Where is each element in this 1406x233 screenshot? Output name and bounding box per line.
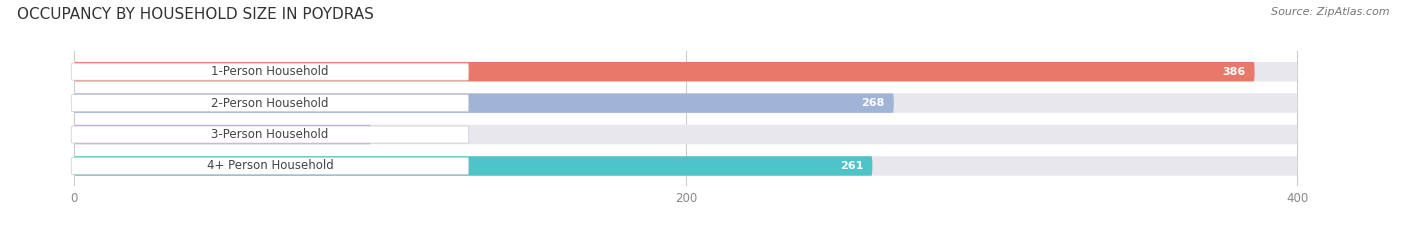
- FancyBboxPatch shape: [75, 93, 1298, 113]
- FancyBboxPatch shape: [75, 93, 894, 113]
- FancyBboxPatch shape: [75, 62, 1298, 81]
- Text: 261: 261: [839, 161, 863, 171]
- Text: 97: 97: [387, 130, 401, 140]
- Text: 386: 386: [1222, 67, 1246, 77]
- FancyBboxPatch shape: [72, 63, 468, 80]
- FancyBboxPatch shape: [75, 156, 872, 176]
- FancyBboxPatch shape: [72, 158, 468, 175]
- FancyBboxPatch shape: [72, 95, 468, 112]
- FancyBboxPatch shape: [75, 62, 1254, 81]
- Text: 3-Person Household: 3-Person Household: [211, 128, 329, 141]
- Text: OCCUPANCY BY HOUSEHOLD SIZE IN POYDRAS: OCCUPANCY BY HOUSEHOLD SIZE IN POYDRAS: [17, 7, 374, 22]
- Text: 2-Person Household: 2-Person Household: [211, 97, 329, 110]
- FancyBboxPatch shape: [75, 156, 1298, 176]
- FancyBboxPatch shape: [75, 125, 371, 144]
- FancyBboxPatch shape: [75, 125, 1298, 144]
- FancyBboxPatch shape: [72, 126, 468, 143]
- Text: Source: ZipAtlas.com: Source: ZipAtlas.com: [1271, 7, 1389, 17]
- Text: 1-Person Household: 1-Person Household: [211, 65, 329, 78]
- Text: 4+ Person Household: 4+ Person Household: [207, 159, 333, 172]
- Text: 268: 268: [862, 98, 884, 108]
